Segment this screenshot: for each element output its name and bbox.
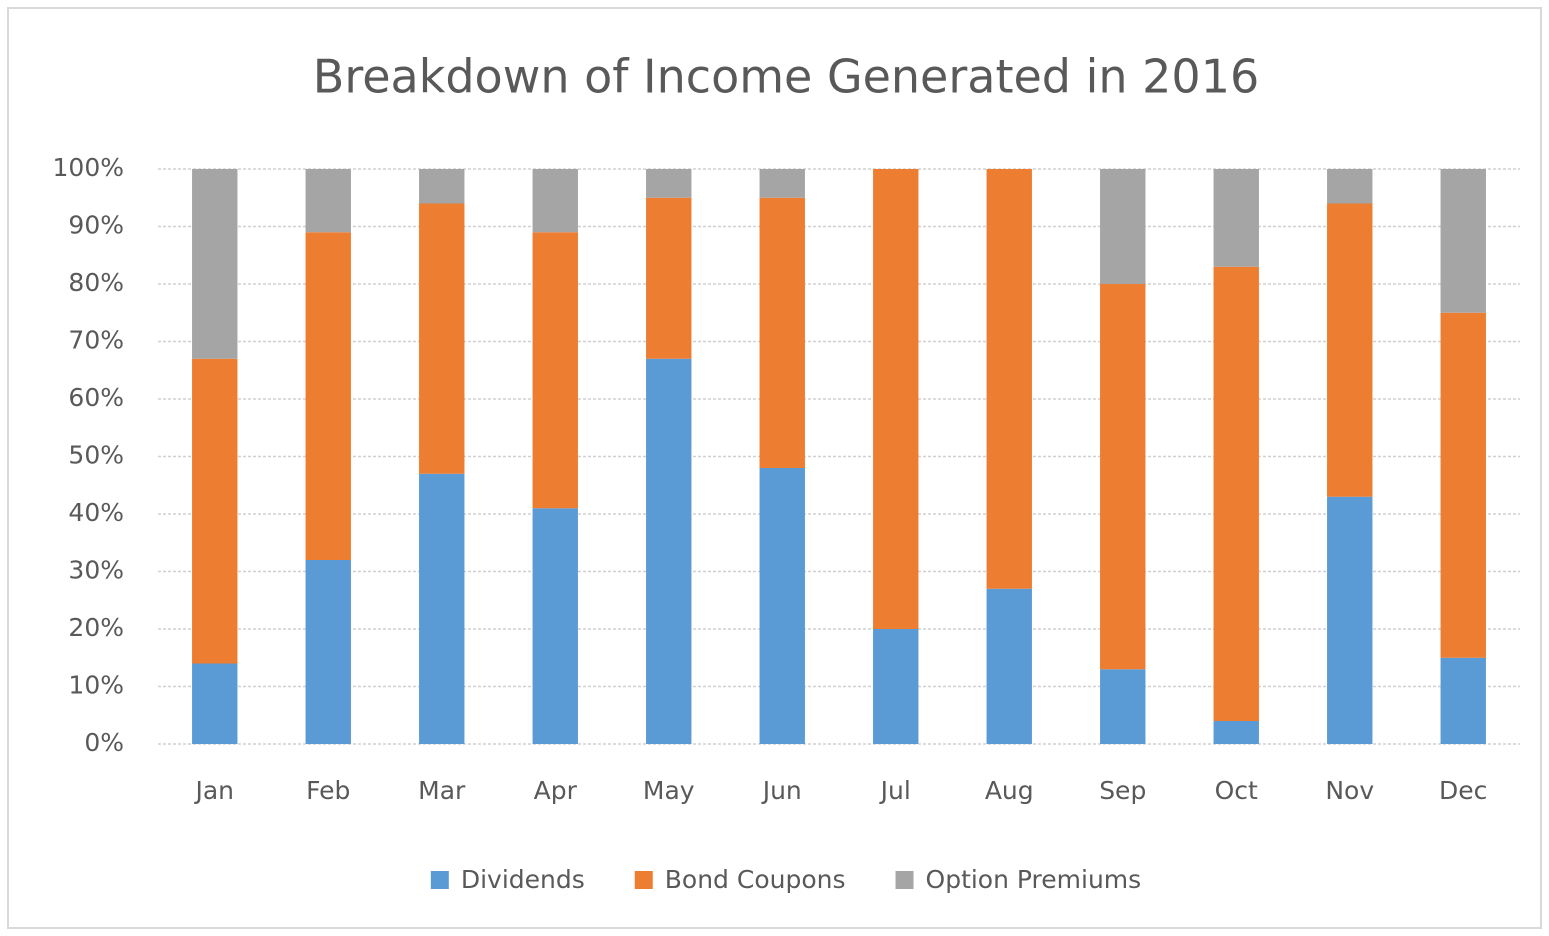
y-tick-label: 60%: [68, 383, 124, 412]
bar-segment: [1327, 496, 1373, 744]
bar-segment: [532, 169, 578, 233]
bar-segment: [1440, 657, 1486, 744]
bar-segment: [532, 508, 578, 744]
y-tick-label: 20%: [68, 613, 124, 642]
x-tick-label: May: [643, 776, 695, 805]
bar-segment: [305, 560, 351, 744]
x-tick-label: Mar: [418, 776, 466, 805]
x-tick-label: Apr: [534, 776, 578, 805]
bar-segment: [305, 232, 351, 560]
y-tick-label: 40%: [68, 498, 124, 527]
bar-segment: [646, 197, 692, 359]
legend-label: Option Premiums: [926, 865, 1142, 894]
x-tick-label: Sep: [1099, 776, 1146, 805]
bar-segment: [986, 588, 1032, 744]
bar-segment: [419, 473, 465, 744]
bar-segment: [873, 629, 919, 744]
bar-segment: [646, 358, 692, 744]
x-tick-label: Feb: [306, 776, 350, 805]
x-tick-label: Jul: [879, 776, 911, 805]
bar-segment: [1100, 169, 1146, 284]
bar-segment: [1327, 169, 1373, 204]
bar-segment: [419, 203, 465, 474]
bar-segment: [1100, 669, 1146, 744]
bar-segment: [1213, 721, 1259, 744]
chart-title: Breakdown of Income Generated in 2016: [313, 50, 1259, 104]
bar-segment: [532, 232, 578, 509]
bar-segment: [192, 169, 238, 359]
bar-segment: [759, 197, 805, 468]
bar-segment: [1213, 169, 1259, 267]
y-tick-label: 30%: [68, 556, 124, 585]
y-tick-label: 0%: [84, 728, 124, 757]
bar-segment: [192, 663, 238, 744]
legend-swatch: [895, 871, 914, 889]
y-tick-label: 10%: [68, 671, 124, 700]
bar-segment: [1100, 284, 1146, 670]
bar-segment: [192, 358, 238, 664]
x-tick-label: Aug: [985, 776, 1034, 805]
legend-swatch: [430, 871, 449, 889]
bar-segment: [646, 169, 692, 198]
x-tick-label: Oct: [1215, 776, 1258, 805]
bar-segment: [759, 468, 805, 744]
bar-segment: [1440, 169, 1486, 313]
bar-segment: [1440, 312, 1486, 658]
bar-segment: [1213, 266, 1259, 721]
y-tick-label: 80%: [68, 268, 124, 297]
x-tick-label: Jan: [193, 776, 234, 805]
y-tick-label: 50%: [68, 441, 124, 470]
bar-segment: [419, 169, 465, 204]
bar-segment: [759, 169, 805, 198]
x-tick-label: Dec: [1439, 776, 1487, 805]
bar-segment: [986, 169, 1032, 589]
legend-swatch: [634, 871, 653, 889]
bar-segment: [305, 169, 351, 233]
x-tick-label: Nov: [1325, 776, 1374, 805]
bar-segment: [873, 169, 919, 629]
legend-label: Dividends: [461, 865, 585, 894]
y-tick-label: 70%: [68, 326, 124, 355]
legend-label: Bond Coupons: [665, 865, 846, 894]
y-tick-label: 100%: [53, 153, 124, 182]
bar-segment: [1327, 203, 1373, 497]
x-tick-label: Jun: [761, 776, 802, 805]
y-tick-label: 90%: [68, 211, 124, 240]
